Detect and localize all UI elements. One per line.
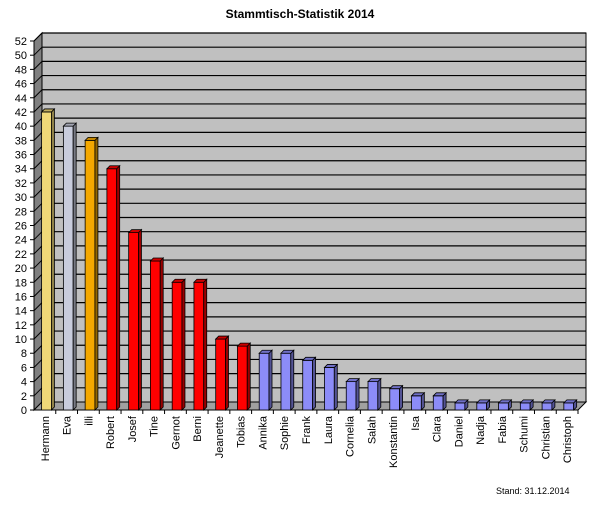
x-tick-label: Konstantin: [388, 416, 400, 468]
svg-text:26: 26: [15, 221, 27, 233]
svg-text:50: 50: [15, 50, 27, 62]
x-tick-label: illi: [83, 416, 95, 426]
chart-title: Stammtisch-Statistik 2014: [225, 7, 375, 21]
svg-text:2: 2: [21, 391, 27, 403]
svg-text:28: 28: [15, 206, 27, 218]
x-tick-label: Daniel: [453, 416, 465, 447]
svg-text:0: 0: [21, 405, 27, 417]
x-tick-label: Hermann: [40, 416, 52, 461]
bar-fabia: [497, 398, 513, 411]
x-tick-label: Isa: [410, 415, 422, 431]
bar-laura: [323, 363, 339, 411]
x-tick-label: Fabia: [497, 415, 509, 443]
bar-tine: [149, 257, 165, 411]
x-tick-label: Clara: [432, 415, 444, 442]
bar-sophie: [280, 349, 295, 411]
bar-isa: [410, 391, 426, 411]
bar-illi: [84, 136, 99, 411]
x-tick-label: Robert: [105, 416, 117, 449]
x-tick-label: Berni: [192, 416, 204, 442]
bar-clara: [432, 391, 448, 411]
bar-tobias: [236, 342, 252, 411]
svg-text:18: 18: [15, 277, 27, 289]
bar-gernot: [171, 278, 186, 411]
x-tick-label: Laura: [323, 415, 335, 444]
svg-text:38: 38: [15, 135, 27, 147]
chart-footer-date: Stand: 31.12.2014: [496, 486, 570, 496]
bar-salah: [367, 377, 382, 411]
x-tick-label: Nadja: [475, 415, 487, 445]
svg-text:6: 6: [21, 362, 27, 374]
bar-annika: [258, 349, 273, 411]
svg-text:8: 8: [21, 348, 27, 360]
bar-christoph: [562, 398, 578, 411]
x-tick-label: Salah: [366, 416, 378, 444]
x-tick-label: Jeanette: [214, 416, 226, 458]
svg-text:52: 52: [15, 36, 27, 48]
x-tick-label: Frank: [301, 416, 313, 445]
svg-text:30: 30: [15, 192, 27, 204]
bar-christian: [541, 398, 556, 411]
bar-daniel: [454, 398, 469, 411]
svg-text:22: 22: [15, 249, 27, 261]
svg-text:16: 16: [15, 291, 27, 303]
x-tick-label: Schumi: [519, 416, 531, 453]
x-tick-label: Annika: [257, 415, 269, 450]
x-tick-label: Sophie: [279, 416, 291, 450]
svg-text:40: 40: [15, 121, 27, 133]
svg-text:4: 4: [21, 377, 27, 389]
svg-text:46: 46: [15, 79, 27, 91]
x-tick-label: Tobias: [236, 416, 248, 448]
x-tick-label: Gernot: [170, 416, 182, 450]
svg-text:12: 12: [15, 320, 27, 332]
svg-text:42: 42: [15, 107, 27, 119]
x-tick-label: Tine: [149, 416, 161, 437]
bar-schumi: [519, 398, 535, 411]
bar-cornelia: [345, 377, 361, 411]
svg-text:44: 44: [15, 93, 27, 105]
svg-text:32: 32: [15, 178, 27, 190]
x-tick-label: Eva: [62, 415, 74, 435]
x-tick-label: Christoph: [562, 416, 574, 463]
x-tick-label: Christian: [540, 416, 552, 459]
svg-text:14: 14: [15, 306, 27, 318]
svg-text:48: 48: [15, 64, 27, 76]
svg-text:10: 10: [15, 334, 27, 346]
svg-text:34: 34: [15, 164, 27, 176]
bar-robert: [105, 164, 121, 411]
bar-konstantin: [388, 384, 404, 411]
bar-jeanette: [214, 335, 230, 411]
bar-josef: [127, 228, 143, 411]
bar-frank: [301, 356, 317, 411]
bar-eva: [62, 122, 78, 411]
bar-nadja: [475, 398, 491, 411]
bar-hermann: [40, 107, 56, 411]
x-tick-label: Cornelia: [345, 415, 357, 457]
x-tick-label: Josef: [127, 415, 139, 442]
svg-text:36: 36: [15, 150, 27, 162]
svg-text:20: 20: [15, 263, 27, 275]
bar-berni: [192, 278, 208, 411]
svg-text:24: 24: [15, 235, 27, 247]
